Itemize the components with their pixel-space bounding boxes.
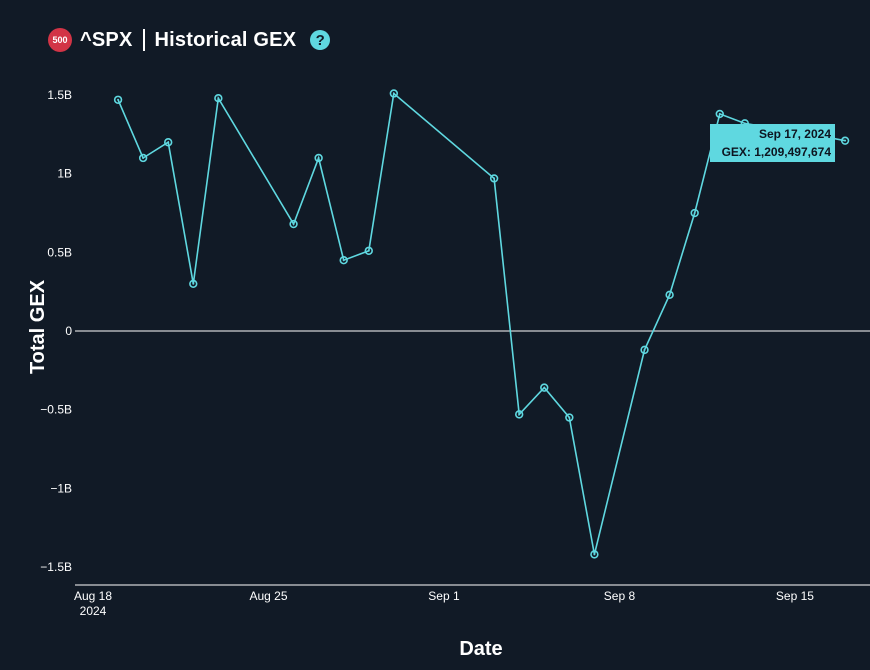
- data-point-center: [568, 416, 571, 419]
- data-point-center: [117, 98, 120, 101]
- data-point-center: [493, 177, 496, 180]
- data-point[interactable]: [364, 246, 373, 255]
- hover-tooltip: Sep 17, 2024 GEX: 1,209,497,674: [710, 124, 835, 162]
- chart-title: Historical GEX: [154, 28, 297, 51]
- x-tick-label: Aug 25: [249, 589, 287, 603]
- data-point[interactable]: [164, 138, 173, 147]
- y-tick-label: 1.5B: [47, 88, 72, 102]
- y-tick-label: −0.5B: [40, 403, 72, 417]
- data-point[interactable]: [665, 290, 674, 300]
- data-point[interactable]: [113, 95, 123, 104]
- sp500-badge: 500: [48, 28, 72, 52]
- data-point-center: [593, 553, 596, 556]
- data-point[interactable]: [514, 410, 524, 419]
- data-point[interactable]: [715, 109, 724, 119]
- help-icon[interactable]: ?: [310, 30, 331, 50]
- data-point-center: [543, 386, 546, 389]
- data-point[interactable]: [389, 89, 399, 98]
- data-point-center: [142, 156, 145, 159]
- data-point[interactable]: [138, 153, 148, 163]
- data-point-center: [743, 122, 746, 125]
- data-point-center: [668, 293, 671, 296]
- y-tick-label: 0: [65, 324, 72, 338]
- y-tick-label: 0.5B: [47, 245, 72, 259]
- data-point-center: [518, 413, 521, 416]
- data-point-center: [317, 156, 320, 159]
- data-point[interactable]: [690, 208, 699, 218]
- data-point[interactable]: [289, 219, 298, 229]
- data-point-center: [342, 259, 345, 262]
- y-tick-label: 1B: [57, 167, 72, 181]
- tooltip-box: [710, 124, 835, 162]
- series-line-gex: [117, 91, 846, 555]
- x-tick-label: Aug 18: [74, 589, 112, 603]
- y-tick-label: −1.5B: [40, 560, 72, 574]
- data-point-center: [217, 97, 220, 100]
- data-point[interactable]: [565, 413, 574, 422]
- data-point[interactable]: [314, 153, 323, 163]
- data-point-center: [392, 92, 395, 95]
- tooltip-date: Sep 17, 2024: [759, 127, 831, 141]
- data-point[interactable]: [540, 383, 549, 392]
- x-tick-label: Sep 8: [604, 589, 636, 603]
- y-axis-title: Total GEX: [27, 279, 49, 374]
- chart-header: 500 ^SPX Historical GEX ?: [48, 26, 331, 54]
- data-point-center: [292, 223, 295, 226]
- y-axis-ticks: 1.5B 1B 0.5B 0 −0.5B −1B −1.5B: [40, 88, 72, 574]
- data-point-center: [367, 249, 370, 252]
- tooltip-value: GEX: 1,209,497,674: [722, 145, 832, 159]
- data-point[interactable]: [489, 174, 499, 183]
- x-axis-title: Date: [459, 638, 502, 660]
- data-point-center: [192, 282, 195, 285]
- data-point[interactable]: [590, 550, 599, 559]
- symbol-label: ^SPX: [80, 28, 133, 51]
- x-tick-label: Sep 1: [428, 589, 460, 603]
- data-point-center: [844, 139, 847, 142]
- data-point[interactable]: [214, 93, 223, 103]
- data-point[interactable]: [840, 136, 850, 145]
- y-tick-label: −1B: [50, 481, 72, 495]
- data-point[interactable]: [640, 345, 649, 355]
- x-tick-sublabel: 2024: [80, 604, 107, 618]
- data-point-center: [693, 212, 696, 215]
- data-point-center: [718, 112, 721, 115]
- title-separator: [142, 29, 145, 51]
- data-point[interactable]: [189, 279, 198, 289]
- data-point[interactable]: [339, 256, 348, 265]
- data-point-center: [167, 141, 170, 144]
- x-tick-label: Sep 15: [776, 589, 814, 603]
- data-point-center: [643, 348, 646, 351]
